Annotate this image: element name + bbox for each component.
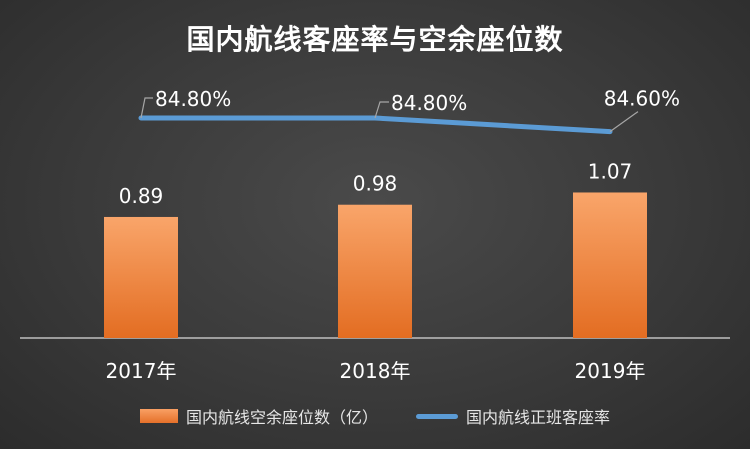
- line-value-label-1: 84.80%: [391, 91, 467, 115]
- line-label-leader-0: [140, 97, 153, 119]
- legend-label-line-series: 国内航线正班客座率: [466, 408, 611, 427]
- line-label-leader-2: [609, 111, 639, 133]
- legend-item-line-series: 国内航线正班客座率: [416, 404, 610, 428]
- legend: 国内航线空余座位数（亿） 国内航线正班客座率: [0, 404, 750, 428]
- bar-value-label-0: 0.89: [119, 184, 164, 208]
- line-series-path: [138, 115, 613, 135]
- bar-2: [573, 192, 647, 338]
- bar-0: [104, 216, 178, 338]
- legend-swatch-bar: [139, 409, 178, 423]
- x-tick-label-0: 2017年: [106, 359, 177, 383]
- legend-swatch-line: [416, 413, 458, 419]
- chart-title: 国内航线客座率与空余座位数: [186, 23, 564, 56]
- x-tick-label-2: 2019年: [575, 359, 646, 383]
- bar-value-label-1: 0.98: [353, 172, 398, 196]
- line-value-label-2: 84.60%: [604, 87, 680, 111]
- chart-plot: 0.89 0.98 1.07 2017年 2018年 2019年 84.80% 84.80% 8…: [20, 87, 730, 383]
- bar-value-label-2: 1.07: [588, 159, 633, 183]
- legend-label-bar-series: 国内航线空余座位数（亿）: [185, 408, 378, 427]
- line-label-leader-1: [374, 101, 389, 119]
- x-tick-label-1: 2018年: [340, 359, 411, 383]
- bar-1: [338, 204, 412, 338]
- line-value-label-0: 84.80%: [155, 87, 231, 111]
- legend-item-bar-series: 国内航线空余座位数（亿）: [139, 404, 378, 428]
